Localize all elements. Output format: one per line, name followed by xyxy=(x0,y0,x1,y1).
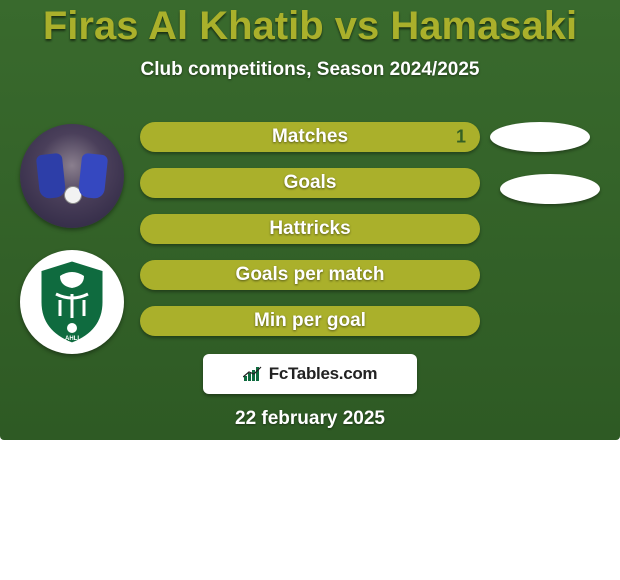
stat-label: Matches xyxy=(272,126,348,148)
stat-row-hattricks: Hattricks xyxy=(140,214,480,244)
date-stamp: 22 february 2025 xyxy=(0,408,620,430)
stat-value: 1 xyxy=(456,127,466,148)
ball-icon xyxy=(64,186,82,204)
avatar-column: AHLI xyxy=(20,124,124,354)
brand-box[interactable]: FcTables.com xyxy=(203,354,417,394)
page-title: Firas Al Khatib vs Hamasaki xyxy=(0,0,620,49)
stat-bar: Min per goal xyxy=(140,306,480,336)
comparison-stage: Firas Al Khatib vs Hamasaki Club competi… xyxy=(0,0,620,440)
stat-label: Hattricks xyxy=(269,218,350,240)
stat-label: Goals per match xyxy=(236,264,385,286)
crest-icon: AHLI xyxy=(36,258,108,346)
bars-icon xyxy=(243,366,263,382)
right-pill-matches xyxy=(490,122,590,152)
right-pill-goals xyxy=(500,174,600,204)
stat-row-matches: Matches 1 xyxy=(140,122,480,152)
stat-row-gpm: Goals per match xyxy=(140,260,480,290)
stat-label: Goals xyxy=(284,172,337,194)
stat-bar: Goals per match xyxy=(140,260,480,290)
subtitle: Club competitions, Season 2024/2025 xyxy=(0,59,620,81)
player1-avatar xyxy=(20,124,124,228)
stat-bar: Goals xyxy=(140,168,480,198)
stat-bars: Matches 1 Goals Hattricks Goals per matc… xyxy=(140,122,480,352)
brand-label: FcTables.com xyxy=(269,364,378,384)
stat-row-mpg: Min per goal xyxy=(140,306,480,336)
stat-row-goals: Goals xyxy=(140,168,480,198)
stat-bar: Hattricks xyxy=(140,214,480,244)
stat-bar: Matches 1 xyxy=(140,122,480,152)
player2-club-badge: AHLI xyxy=(20,250,124,354)
stat-label: Min per goal xyxy=(254,310,366,332)
svg-text:AHLI: AHLI xyxy=(65,336,79,342)
